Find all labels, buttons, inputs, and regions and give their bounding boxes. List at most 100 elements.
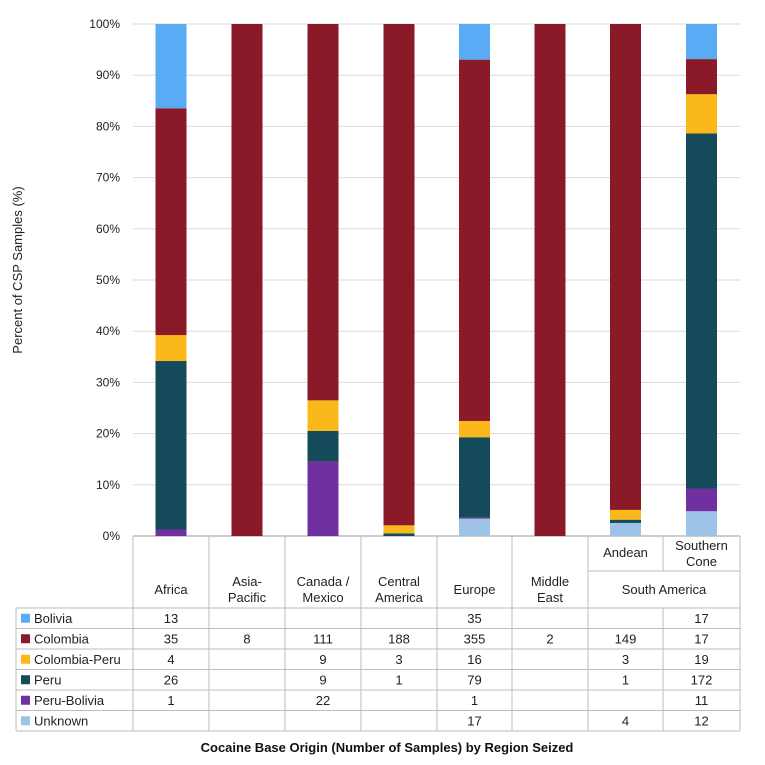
table-cell-value: 149 <box>615 631 637 646</box>
table-cell-value: 19 <box>694 652 708 667</box>
table-cell-value: 26 <box>164 672 178 687</box>
bars <box>155 24 717 536</box>
table-cell-value: 22 <box>316 693 330 708</box>
bar-segment-southern-cone-bolivia <box>686 24 717 60</box>
legend-label: Peru <box>34 672 61 687</box>
category-label-asia-pacific: Asia-Pacific <box>228 574 267 605</box>
table-cell-value: 3 <box>395 652 402 667</box>
legend-label: Peru-Bolivia <box>34 693 105 708</box>
table-cell-value: 2 <box>546 631 553 646</box>
legend-swatch <box>21 613 30 623</box>
table-cell-value: 3 <box>622 652 629 667</box>
bar-segment-canada-mexico-peru <box>307 430 339 462</box>
table-cell-value: 1 <box>622 672 629 687</box>
bar-segment-europe-colombia-peru <box>459 420 490 438</box>
y-tick-label: 80% <box>96 119 120 133</box>
legend-swatch <box>21 716 30 726</box>
legend-swatch <box>21 634 30 644</box>
bar-segment-europe-peru <box>459 437 490 518</box>
table-cell-value: 17 <box>694 611 708 626</box>
bar-segment-africa-colombia <box>155 108 187 336</box>
bar-segment-andean-unknown <box>610 522 641 536</box>
table-cell-value: 12 <box>694 713 708 728</box>
table-row-colombia-peru: Colombia-Peru 4 9 3 16 3 19 <box>21 652 709 667</box>
legend-swatch <box>21 654 30 664</box>
table-cell-value: 1 <box>471 693 478 708</box>
bar-segment-africa-colombia-peru <box>155 335 187 362</box>
bar-segment-canada-mexico-peru-bolivia <box>307 461 339 536</box>
bar-segment-europe-peru-bolivia <box>459 517 490 519</box>
category-labels: Africa Asia-Pacific Canada / Mexico Central A… <box>154 538 728 605</box>
table-row-peru-bolivia: Peru-Bolivia 1 22 1 11 <box>21 693 708 708</box>
table-cell-value: 9 <box>319 672 326 687</box>
y-tick-label: 60% <box>96 222 120 236</box>
y-tick-label: 30% <box>96 375 120 389</box>
table-row-bolivia: Bolivia 13 35 17 <box>21 611 709 626</box>
bar-segment-europe-unknown <box>459 518 490 536</box>
bar-segment-central-america-colombia <box>383 24 415 526</box>
table-cell-value: 17 <box>467 713 481 728</box>
category-label-andean: Andean <box>603 545 648 560</box>
table-cell-value: 11 <box>695 693 709 708</box>
bar-segment-europe-bolivia <box>459 24 490 60</box>
x-axis-label: Cocaine Base Origin (Number of Samples) … <box>201 740 574 755</box>
table-cell-value: 79 <box>467 672 481 687</box>
table-cell-value: 16 <box>467 652 481 667</box>
bar-segment-africa-peru <box>155 361 187 530</box>
bar-segment-middle-east-colombia <box>534 24 566 536</box>
bar-segment-southern-cone-colombia <box>686 59 717 95</box>
table-cell-value: 172 <box>691 672 713 687</box>
bar-segment-southern-cone-colombia-peru <box>686 94 717 134</box>
bar-segment-europe-colombia <box>459 59 490 421</box>
table-cell-value: 8 <box>243 631 250 646</box>
table-cell-value: 1 <box>395 672 402 687</box>
bar-segment-southern-cone-peru <box>686 133 717 489</box>
bar-segment-andean-peru <box>610 519 641 523</box>
y-tick-label: 100% <box>89 17 120 31</box>
bar-segment-southern-cone-peru-bolivia <box>686 488 717 512</box>
legend-swatch <box>21 695 30 705</box>
bar-segment-africa-bolivia <box>155 24 187 109</box>
table-cell-value: 1 <box>167 693 174 708</box>
bar-segment-central-america-peru <box>383 533 415 536</box>
table-cell-value: 188 <box>388 631 410 646</box>
bar-segment-central-america-colombia-peru <box>383 525 415 534</box>
legend-label: Bolivia <box>34 611 73 626</box>
y-tick-label: 70% <box>96 171 120 185</box>
bar-segment-africa-peru-bolivia <box>155 529 187 536</box>
y-tick-label: 0% <box>103 529 121 543</box>
category-label-africa: Africa <box>154 582 188 597</box>
legend-label: Unknown <box>34 713 88 728</box>
bar-segment-asia-pacific-colombia <box>231 24 263 536</box>
table-cell-value: 4 <box>622 713 629 728</box>
y-tick-label: 40% <box>96 324 120 338</box>
y-tick-label: 90% <box>96 68 120 82</box>
category-label-southern-cone: Southern Cone <box>675 538 728 569</box>
table-row-colombia: Colombia 35 8 111 188 355 2 149 17 <box>21 631 709 646</box>
table-cell-value: 111 <box>313 631 333 646</box>
gridlines <box>133 23 740 537</box>
table-cell-value: 4 <box>167 652 174 667</box>
bar-segment-canada-mexico-colombia-peru <box>307 400 339 431</box>
table-cell-value: 35 <box>164 631 178 646</box>
category-label-middle-east: Middle East <box>531 574 569 605</box>
table-cell-value: 355 <box>464 631 486 646</box>
bar-segment-andean-colombia-peru <box>610 509 641 520</box>
category-label-europe: Europe <box>454 582 496 597</box>
table-cell-value: 35 <box>467 611 481 626</box>
table-cell-value: 13 <box>164 611 178 626</box>
legend-label: Colombia <box>34 631 90 646</box>
table-cell-value: 17 <box>694 631 708 646</box>
y-tick-label: 10% <box>96 478 120 492</box>
bar-segment-southern-cone-unknown <box>686 511 717 536</box>
bar-segment-andean-colombia <box>610 24 641 510</box>
table-row-peru: Peru 26 9 1 79 1 172 <box>21 672 712 687</box>
bar-segment-canada-mexico-colombia <box>307 24 339 401</box>
y-axis-label: Percent of CSP Samples (%) <box>10 186 25 353</box>
table-row-unknown: Unknown 17 4 12 <box>21 713 709 728</box>
group-label-south-america: South America <box>622 582 707 597</box>
y-tick-labels: 0% 10% 20% 30% 40% 50% 60% 70% 80% 90% 100% <box>89 17 120 543</box>
legend-label: Colombia-Peru <box>34 652 121 667</box>
data-table-grid <box>15 536 741 732</box>
